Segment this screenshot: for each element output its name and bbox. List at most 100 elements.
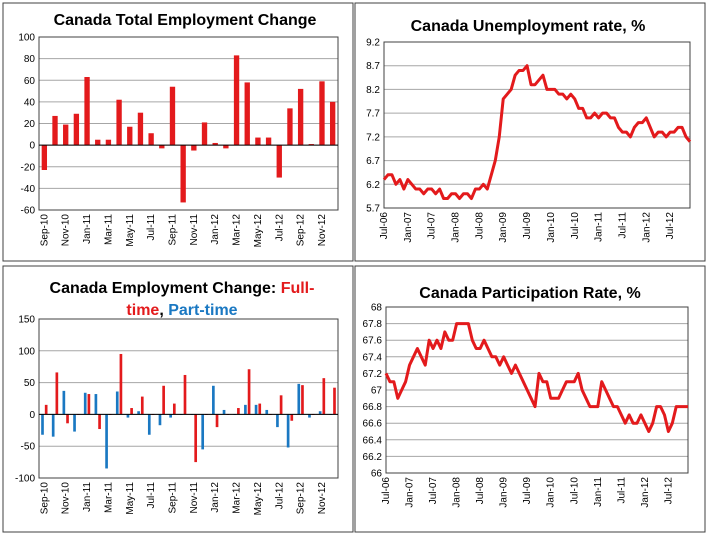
y-tick-label: -50 <box>21 442 36 453</box>
y-tick-label: 0 <box>29 410 35 421</box>
bar <box>258 403 262 415</box>
bar <box>137 112 144 146</box>
x-tick-label: Sep-10 <box>39 214 50 247</box>
chart-title: Canada Participation Rate, % <box>419 285 640 302</box>
x-tick-label: Jan-09 <box>498 212 509 243</box>
y-tick-label: 66 <box>371 469 383 480</box>
x-tick-label: Jan-11 <box>594 212 605 242</box>
x-tick-label: Mar-12 <box>232 214 243 246</box>
bar <box>63 124 69 146</box>
bar <box>84 77 90 146</box>
bar <box>87 394 91 415</box>
x-tick-label: Jul-07 <box>427 212 438 240</box>
x-tick-label: Mar-11 <box>103 214 114 245</box>
panel-full-part-time-change: Canada Employment Change: Full- time, Pa… <box>2 265 354 533</box>
x-tick-label: Nov-10 <box>61 482 72 515</box>
bar <box>265 137 272 146</box>
y-tick-label: 66.2 <box>363 452 383 463</box>
bar <box>116 99 122 146</box>
bar <box>73 414 76 432</box>
bar <box>140 396 144 415</box>
y-tick-label: 60 <box>24 76 36 87</box>
y-tick-label: 20 <box>24 119 36 130</box>
bar <box>147 414 151 435</box>
x-tick-label: Jul-07 <box>428 477 439 505</box>
plot-border <box>383 41 691 209</box>
x-tick-label: Jan-07 <box>403 212 414 243</box>
bar <box>158 414 162 426</box>
bar <box>105 414 108 469</box>
panel-border <box>354 2 706 262</box>
plot-area: 150 100 50 0 -50 -100 Sep-10 Nov-10 Jan-11 Mar-11… <box>15 315 339 515</box>
bar <box>73 113 80 146</box>
bar <box>115 391 119 415</box>
x-tick-label: Jan-12 <box>210 214 221 245</box>
x-tick-label: Jan-11 <box>82 214 93 244</box>
plot-border <box>38 36 339 211</box>
y-tick-label: -100 <box>15 474 35 485</box>
y-tick-label: 150 <box>18 315 35 326</box>
title-part-comma: , <box>159 302 168 319</box>
bar <box>233 55 240 146</box>
panel-total-employment-change: Canada Total Employment Change 100 80 60 40… <box>2 2 354 262</box>
bar <box>172 403 176 415</box>
panel-participation-rate: Canada Participation Rate, % 68 67.8 67.6 6… <box>354 265 706 533</box>
y-tick-label: 5.7 <box>366 204 380 215</box>
bar <box>95 139 101 146</box>
x-tick-label: Nov-11 <box>189 214 200 246</box>
x-tick-label: Jul-11 <box>617 212 628 239</box>
x-tick-label: Mar-11 <box>103 482 114 513</box>
title-part-part-time: Part-time <box>168 302 237 319</box>
x-tick-label: Sep-12 <box>296 214 307 247</box>
y-tick-label: 40 <box>24 97 36 108</box>
plot-area: 6867.867.667.467.26766.866.666.466.266Ju… <box>363 303 689 508</box>
bar <box>183 374 187 415</box>
bar <box>290 414 294 421</box>
plot-border <box>38 318 339 479</box>
bar <box>223 145 229 149</box>
y-tick-label: -20 <box>21 162 36 173</box>
chart-title-line2: time, Part-time <box>126 302 237 319</box>
bar <box>191 145 197 151</box>
x-tick-label: Jul-12 <box>274 214 285 242</box>
title-part-time: time <box>126 302 159 319</box>
y-tick-label: 7.7 <box>366 109 380 120</box>
x-tick-label: Jul-11 <box>146 482 157 509</box>
bar <box>62 390 66 415</box>
bar <box>169 86 176 146</box>
bar <box>55 372 59 415</box>
bar <box>162 385 165 415</box>
bar <box>297 88 304 146</box>
x-tick-label: Sep-10 <box>39 482 50 515</box>
x-tick-label: Jul-11 <box>616 477 627 504</box>
y-tick-label: 9.2 <box>366 38 380 49</box>
bar <box>127 126 133 146</box>
x-tick-label: Jul-06 <box>381 477 392 505</box>
x-tick-label: Jan-10 <box>546 477 557 508</box>
y-tick-label: 8.2 <box>366 85 380 96</box>
bar <box>286 414 290 448</box>
bar <box>51 414 55 437</box>
panel-unemployment-rate: Canada Unemployment rate, % 9.2 8.7 8.2 7.7… <box>354 2 706 262</box>
bar <box>126 414 130 418</box>
x-tick-label: Jul-12 <box>663 477 674 505</box>
x-tick-label: Jan-12 <box>640 477 651 508</box>
bar <box>212 385 215 415</box>
y-tick-label: 66.4 <box>363 435 383 446</box>
y-tick-label: 100 <box>18 33 35 44</box>
x-tick-label: May-11 <box>125 214 136 247</box>
bar <box>222 409 226 415</box>
x-tick-label: May-12 <box>253 214 264 248</box>
bar <box>237 408 240 415</box>
title-part-canada-employment-change: Canada Employment Change: <box>50 280 281 297</box>
y-tick-label: 50 <box>24 378 36 389</box>
x-tick-label: Jul-10 <box>569 477 580 505</box>
bar <box>66 414 69 424</box>
x-tick-label: Jan-07 <box>405 477 416 508</box>
panel-border <box>2 2 354 262</box>
x-tick-label: Jul-08 <box>475 477 486 505</box>
bar <box>201 122 208 146</box>
bar <box>98 414 101 430</box>
bar <box>318 411 322 415</box>
